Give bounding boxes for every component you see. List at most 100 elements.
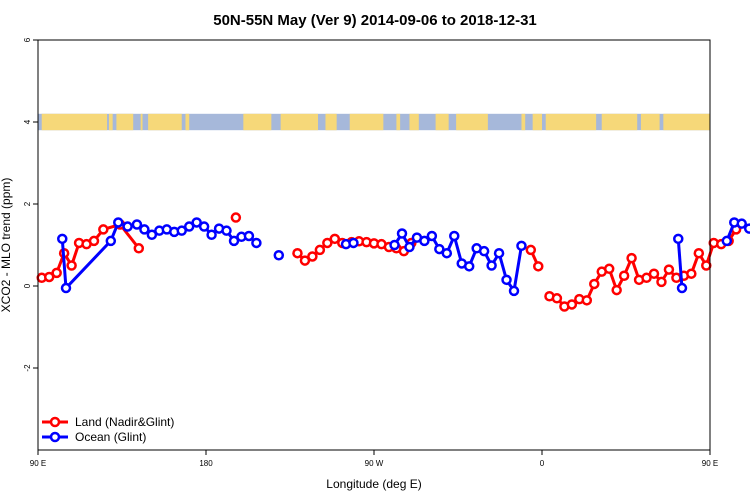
series-ocean-point bbox=[191, 217, 202, 228]
land-segment bbox=[148, 113, 182, 131]
series-ocean-point bbox=[206, 229, 217, 240]
series-land-point bbox=[43, 271, 55, 283]
x-axis: 90 E 180 90 W 0 90 E bbox=[30, 450, 718, 468]
series-ocean-point bbox=[736, 218, 747, 229]
series-ocean-point bbox=[122, 221, 133, 232]
series-ocean-point bbox=[721, 235, 733, 247]
series-land-point bbox=[581, 295, 593, 306]
series-ocean-point bbox=[243, 230, 255, 242]
y-tick-label: -2 bbox=[23, 364, 32, 372]
series-ocean-point bbox=[676, 282, 688, 294]
series-ocean-point bbox=[441, 247, 453, 259]
series-land-point bbox=[611, 284, 622, 296]
series-ocean-point bbox=[501, 274, 512, 286]
y-tick-label: 6 bbox=[23, 37, 32, 42]
series-ocean-point bbox=[348, 237, 359, 249]
land-segment bbox=[140, 113, 143, 131]
series-land-point bbox=[88, 235, 100, 247]
legend-label-ocean: Ocean (Glint) bbox=[75, 430, 146, 444]
series-ocean-point bbox=[221, 225, 232, 236]
y-tick-label: 0 bbox=[23, 283, 32, 288]
x-tick-label: 180 bbox=[199, 459, 213, 468]
series-ocean-point bbox=[478, 245, 490, 257]
series-ocean-point bbox=[396, 228, 408, 239]
series-land-point bbox=[322, 237, 333, 249]
series-ocean-point bbox=[139, 224, 150, 235]
series-ocean-point bbox=[251, 237, 262, 249]
series-ocean bbox=[57, 217, 750, 297]
series-land-point bbox=[307, 251, 318, 262]
x-tick-label: 0 bbox=[540, 459, 545, 468]
series-land-point bbox=[533, 261, 544, 272]
land-segment bbox=[409, 113, 419, 131]
series-land-point bbox=[66, 260, 77, 271]
series-land-point bbox=[641, 272, 652, 284]
series-land-point bbox=[589, 278, 600, 290]
series-ocean-point bbox=[131, 219, 143, 230]
series-ocean-point bbox=[463, 261, 475, 272]
series-land-point bbox=[329, 233, 341, 245]
x-tick-label: 90 W bbox=[365, 459, 384, 468]
land-segment bbox=[280, 113, 318, 131]
land-segment bbox=[349, 113, 384, 131]
x-axis-title: Longitude (deg E) bbox=[326, 477, 421, 491]
series-ocean-point bbox=[389, 239, 400, 251]
x-tick-label: 90 E bbox=[30, 459, 46, 468]
series-ocean-point bbox=[673, 233, 684, 245]
series-ocean-point bbox=[743, 223, 750, 234]
land-segment bbox=[640, 113, 660, 131]
series-ocean-point bbox=[449, 230, 460, 242]
series-ocean-point bbox=[60, 282, 72, 294]
series-ocean-line bbox=[676, 238, 684, 289]
series-ocean-point bbox=[176, 225, 187, 236]
series-ocean-point bbox=[434, 243, 445, 255]
y-tick-label: 2 bbox=[23, 201, 32, 206]
land-segment bbox=[601, 113, 638, 131]
land-segment bbox=[243, 113, 272, 131]
land-segment bbox=[435, 113, 449, 131]
legend-marker-land bbox=[49, 416, 61, 428]
series-ocean-points bbox=[57, 217, 750, 297]
y-tick-label: 4 bbox=[23, 119, 32, 124]
series-land-point bbox=[686, 268, 697, 279]
series-land-lines bbox=[41, 223, 738, 308]
series-land-point bbox=[551, 293, 563, 304]
series-land-points bbox=[36, 212, 742, 312]
series-ocean-point bbox=[404, 241, 415, 253]
series-ocean-point bbox=[273, 250, 285, 261]
land-segment bbox=[185, 113, 190, 131]
series-land-point bbox=[603, 263, 615, 275]
y-axis: -2 0 2 4 6 bbox=[23, 37, 38, 372]
series-land-point bbox=[292, 247, 303, 259]
series-land-point bbox=[299, 255, 311, 266]
series-ocean-point bbox=[198, 221, 210, 232]
series-land-point bbox=[701, 260, 712, 271]
y-axis-title: XCO2 - MLO trend (ppm) bbox=[0, 178, 13, 313]
x-tick-label: 90 E bbox=[702, 459, 718, 468]
series-land-point bbox=[626, 252, 637, 264]
series-ocean-point bbox=[146, 229, 158, 240]
land-segment bbox=[116, 113, 134, 131]
series-ocean-point bbox=[228, 235, 240, 247]
land-segment bbox=[663, 113, 710, 131]
series-ocean-point bbox=[113, 217, 124, 228]
series-layer bbox=[36, 212, 750, 312]
land-segment bbox=[108, 113, 113, 131]
series-land-point bbox=[133, 243, 145, 254]
series-ocean-point bbox=[57, 233, 68, 245]
land-segment bbox=[456, 113, 488, 131]
legend-marker-ocean bbox=[49, 431, 61, 443]
series-ocean-point bbox=[105, 235, 117, 247]
legend-label-land: Land (Nadir&Glint) bbox=[75, 415, 174, 429]
series-land-point bbox=[566, 299, 578, 310]
series-land-point bbox=[230, 212, 242, 223]
series-land-point bbox=[51, 267, 62, 279]
series-land bbox=[36, 212, 742, 312]
series-land-point bbox=[656, 276, 667, 288]
land-segment bbox=[545, 113, 597, 131]
series-ocean-point bbox=[426, 230, 438, 242]
land-segment bbox=[532, 113, 542, 131]
series-ocean-point bbox=[493, 247, 505, 259]
series-land-point bbox=[693, 247, 705, 259]
